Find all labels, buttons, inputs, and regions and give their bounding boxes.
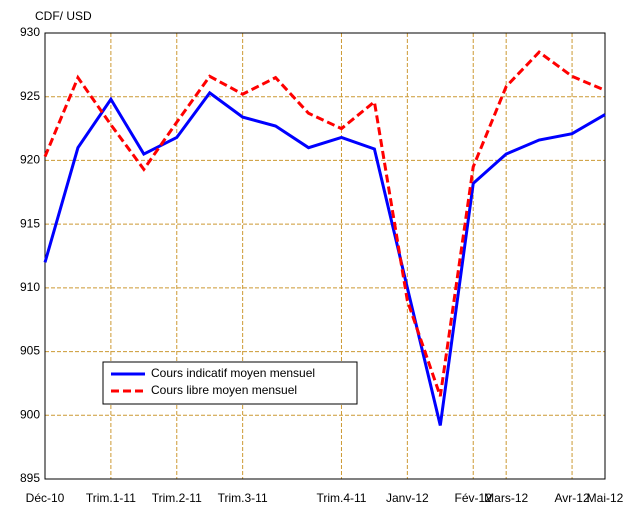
- x-tick-label: Avr-12: [554, 491, 589, 505]
- legend-label: Cours libre moyen mensuel: [151, 383, 297, 397]
- y-axis-title: CDF/ USD: [35, 9, 92, 23]
- x-tick-label: Trim.2-11: [152, 491, 202, 505]
- y-tick-label: 920: [20, 153, 40, 167]
- legend-label: Cours indicatif moyen mensuel: [151, 366, 315, 380]
- series-line: [43, 50, 606, 397]
- y-tick-label: 905: [20, 344, 40, 358]
- x-tick-label: Fév-12: [455, 491, 493, 505]
- y-tick-label: 915: [20, 216, 40, 230]
- plot-frame: [44, 32, 606, 480]
- x-tick-label: Mai-12: [587, 491, 624, 505]
- y-tick-label: 925: [20, 89, 40, 103]
- x-tick-label: Janv-12: [386, 491, 429, 505]
- y-tick-label: 895: [20, 471, 40, 485]
- y-tick-label: 910: [20, 280, 40, 294]
- x-tick-label: Trim.4-11: [316, 491, 366, 505]
- y-tick-label: 900: [20, 407, 40, 421]
- x-tick-label: Déc-10: [26, 491, 65, 505]
- x-tick-label: Trim.3-11: [218, 491, 268, 505]
- series-line: [43, 90, 606, 426]
- x-tick-label: Mars-12: [484, 491, 528, 505]
- legend-box: [102, 361, 358, 405]
- x-tick-label: Trim.1-11: [86, 491, 136, 505]
- y-tick-label: 930: [20, 25, 40, 39]
